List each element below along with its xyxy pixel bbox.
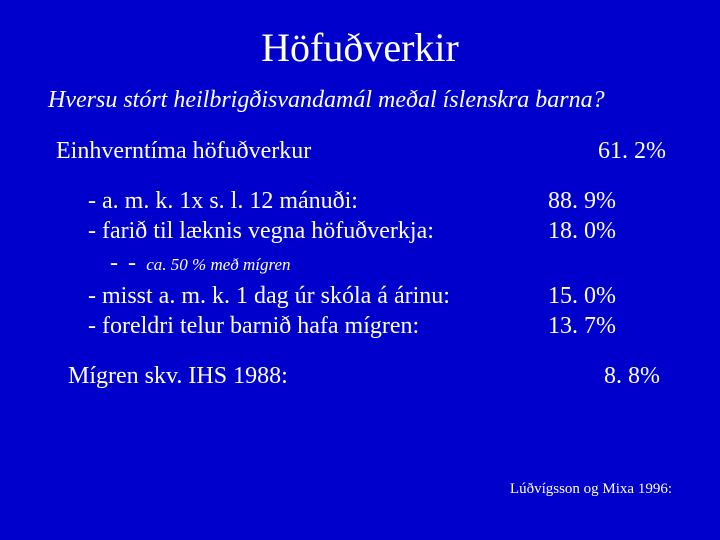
- bullet-label: - farið til læknis vegna höfuðverkja:: [88, 216, 434, 246]
- note-dashes: - -: [110, 250, 138, 276]
- bottom-stat-value: 8. 8%: [604, 361, 672, 391]
- bullet-label: - a. m. k. 1x s. l. 12 mánuði:: [88, 186, 358, 216]
- note-row: - - ca. 50 % með mígren: [48, 250, 672, 277]
- main-stat-value: 61. 2%: [598, 136, 672, 166]
- bullet-row: - foreldri telur barnið hafa mígren: 13.…: [48, 311, 672, 341]
- slide-subtitle: Hversu stórt heilbrigðisvandamál meðal í…: [48, 87, 672, 114]
- note-text: ca. 50 % með mígren: [146, 255, 290, 274]
- bottom-stat-label: Mígren skv. IHS 1988:: [68, 361, 288, 391]
- spacer: [48, 341, 672, 361]
- bullet-row: - farið til læknis vegna höfuðverkja: 18…: [48, 216, 672, 246]
- main-stat-row: Einhverntíma höfuðverkur 61. 2%: [48, 136, 672, 166]
- main-stat-label: Einhverntíma höfuðverkur: [56, 136, 311, 166]
- slide: Höfuðverkir Hversu stórt heilbrigðisvand…: [0, 0, 720, 540]
- bullet-value: 15. 0%: [548, 281, 672, 311]
- bullet-row: - a. m. k. 1x s. l. 12 mánuði: 88. 9%: [48, 186, 672, 216]
- slide-title: Höfuðverkir: [48, 24, 672, 71]
- bullet-label: - foreldri telur barnið hafa mígren:: [88, 311, 419, 341]
- citation: Lúðvígsson og Mixa 1996:: [510, 481, 672, 498]
- bullet-value: 18. 0%: [548, 216, 672, 246]
- bottom-stat-row: Mígren skv. IHS 1988: 8. 8%: [48, 361, 672, 391]
- bullet-value: 88. 9%: [548, 186, 672, 216]
- bullet-label: - misst a. m. k. 1 dag úr skóla á árinu:: [88, 281, 450, 311]
- bullet-row: - misst a. m. k. 1 dag úr skóla á árinu:…: [48, 281, 672, 311]
- bullet-value: 13. 7%: [548, 311, 672, 341]
